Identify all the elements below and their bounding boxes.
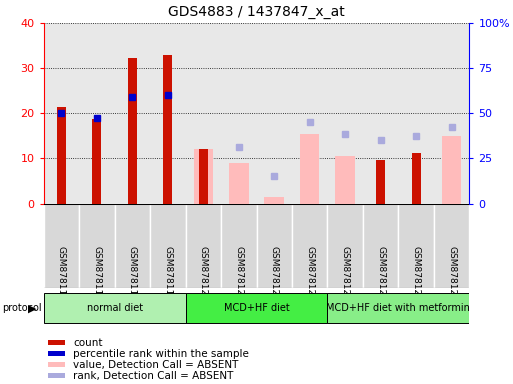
Bar: [186, 23, 221, 204]
Bar: [44, 204, 79, 288]
Bar: [265, 197, 284, 204]
Text: GSM878121: GSM878121: [234, 246, 243, 301]
Bar: [229, 163, 248, 204]
Text: normal diet: normal diet: [87, 303, 143, 313]
Text: percentile rank within the sample: percentile rank within the sample: [73, 349, 249, 359]
Bar: [434, 204, 469, 288]
Bar: [292, 23, 327, 204]
Text: GSM878126: GSM878126: [411, 246, 421, 301]
Bar: [48, 351, 65, 356]
Bar: [114, 23, 150, 204]
Text: ▶: ▶: [28, 303, 37, 313]
Bar: [48, 373, 65, 378]
Text: GSM878123: GSM878123: [305, 246, 314, 301]
Bar: [399, 204, 434, 288]
Bar: [128, 58, 136, 204]
Bar: [256, 23, 292, 204]
Bar: [292, 204, 327, 288]
Bar: [92, 119, 101, 204]
Bar: [377, 160, 385, 204]
Title: GDS4883 / 1437847_x_at: GDS4883 / 1437847_x_at: [168, 5, 345, 19]
Bar: [193, 149, 213, 204]
Bar: [57, 106, 66, 204]
Bar: [399, 23, 434, 204]
Bar: [44, 293, 186, 323]
Text: value, Detection Call = ABSENT: value, Detection Call = ABSENT: [73, 360, 239, 370]
Bar: [327, 204, 363, 288]
Bar: [48, 362, 65, 367]
Bar: [48, 340, 65, 345]
Bar: [186, 293, 327, 323]
Bar: [434, 23, 469, 204]
Text: protocol: protocol: [3, 303, 42, 313]
Bar: [336, 156, 355, 204]
Text: GSM878124: GSM878124: [341, 246, 350, 301]
Bar: [79, 204, 114, 288]
Text: GSM878117: GSM878117: [92, 246, 102, 301]
Bar: [221, 23, 256, 204]
Bar: [363, 23, 399, 204]
Text: MCD+HF diet with metformin: MCD+HF diet with metformin: [326, 303, 470, 313]
Text: rank, Detection Call = ABSENT: rank, Detection Call = ABSENT: [73, 371, 234, 381]
Bar: [186, 204, 221, 288]
Bar: [79, 23, 114, 204]
Bar: [150, 204, 186, 288]
Bar: [114, 204, 150, 288]
Bar: [327, 293, 469, 323]
Text: MCD+HF diet: MCD+HF diet: [224, 303, 289, 313]
Text: count: count: [73, 338, 103, 348]
Text: GSM878118: GSM878118: [128, 246, 137, 301]
Bar: [300, 134, 320, 204]
Bar: [199, 149, 208, 204]
Bar: [256, 204, 292, 288]
Text: GSM878127: GSM878127: [447, 246, 456, 301]
Text: GSM878116: GSM878116: [57, 246, 66, 301]
Bar: [412, 153, 421, 204]
Bar: [221, 204, 256, 288]
Bar: [363, 204, 399, 288]
Bar: [164, 55, 172, 204]
Text: GSM878125: GSM878125: [376, 246, 385, 301]
Text: GSM878120: GSM878120: [199, 246, 208, 301]
Bar: [44, 23, 79, 204]
Text: GSM878122: GSM878122: [270, 246, 279, 301]
Bar: [327, 23, 363, 204]
Text: GSM878119: GSM878119: [163, 246, 172, 301]
Bar: [442, 136, 461, 204]
Bar: [150, 23, 186, 204]
